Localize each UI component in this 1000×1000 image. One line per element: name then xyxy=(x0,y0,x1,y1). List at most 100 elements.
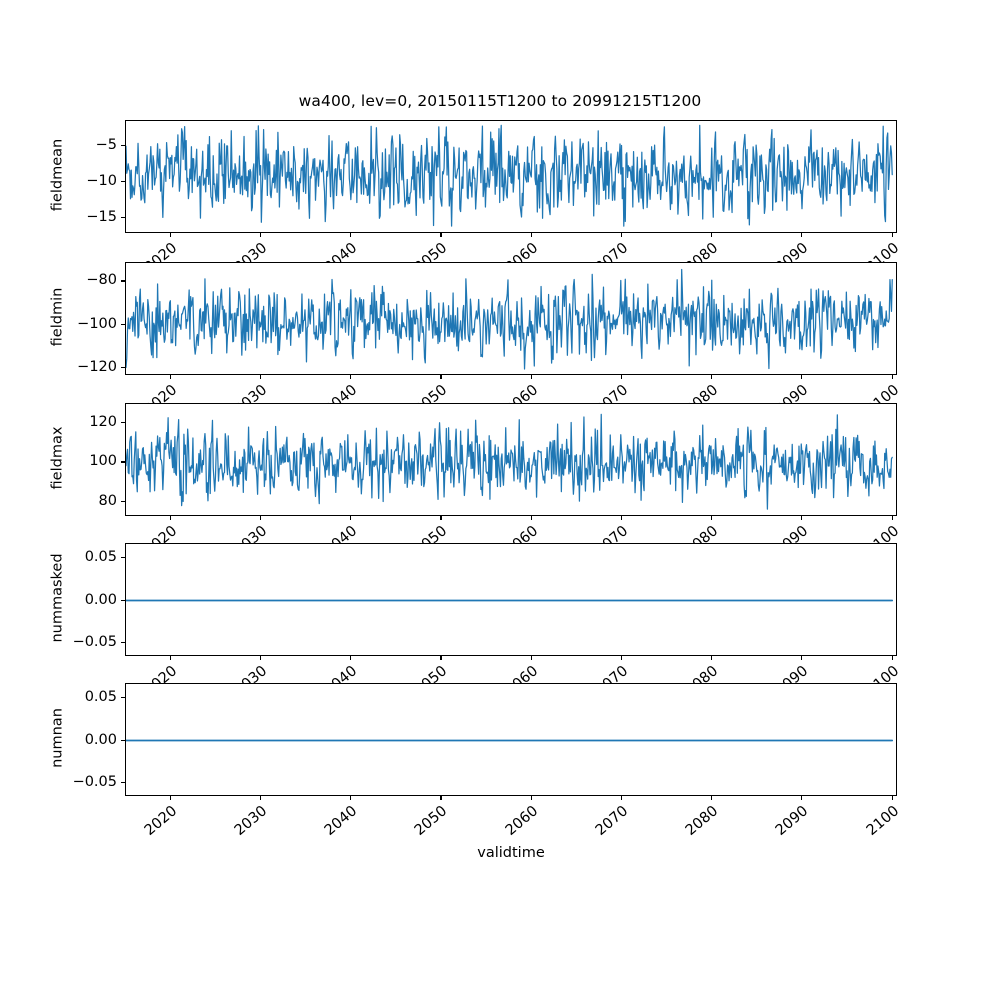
x-tick-mark xyxy=(711,796,713,801)
x-tick-label: 2080 xyxy=(682,523,722,543)
x-tick-mark xyxy=(891,233,893,238)
y-tick-mark xyxy=(120,642,125,644)
y-tick-mark xyxy=(120,323,125,326)
x-tick-label: 2090 xyxy=(773,803,812,839)
x-tick-mark xyxy=(169,516,171,521)
x-tick-mark xyxy=(620,656,622,661)
x-tick-label: 2030 xyxy=(231,382,271,403)
x-tick-mark xyxy=(711,375,713,380)
data-line-fieldmax xyxy=(126,413,893,510)
y-tick-mark xyxy=(120,739,125,741)
y-tick-mark xyxy=(120,599,125,601)
x-tick-label: 2060 xyxy=(502,240,541,262)
x-tick-label: 2070 xyxy=(592,240,632,262)
y-tick-mark xyxy=(120,217,125,219)
x-tick-mark xyxy=(350,375,352,380)
x-tick-mark xyxy=(169,375,171,380)
x-tick-label: 2020 xyxy=(141,803,181,839)
x-tick-mark xyxy=(440,656,442,661)
x-tick-mark xyxy=(711,233,713,238)
subplot-nummasked xyxy=(125,543,897,656)
x-tick-label: 2050 xyxy=(412,803,451,839)
x-tick-label: 2030 xyxy=(231,803,271,839)
x-tick-mark xyxy=(891,656,893,661)
x-tick-label: 2040 xyxy=(321,523,361,543)
x-tick-label: 2090 xyxy=(773,523,812,543)
y-tick-mark xyxy=(120,180,125,182)
y-tick-mark xyxy=(120,556,125,558)
x-tick-band: 2020 2030 2040 2050 2060 2070 2080 2090 2100 xyxy=(0,233,1000,262)
x-tick-mark xyxy=(801,656,803,661)
x-tick-mark xyxy=(530,796,532,801)
x-tick-label: 2020 xyxy=(141,663,181,683)
subplot-numnan xyxy=(125,683,897,796)
y-axis-label-fieldmax: fieldmax xyxy=(49,426,65,489)
y-tick-mark xyxy=(120,144,125,146)
y-tick-label: −15 xyxy=(86,209,117,226)
x-tick-label: 2060 xyxy=(502,382,541,403)
x-tick-mark xyxy=(440,796,442,801)
y-tick-mark xyxy=(120,280,125,282)
x-tick-mark xyxy=(530,233,532,238)
x-tick-label: 2040 xyxy=(321,663,361,683)
x-tick-band: 2020 2030 2040 2050 2060 2070 2080 2090 2100 xyxy=(0,656,1000,683)
y-tick-mark xyxy=(120,367,125,369)
x-tick-label: 2040 xyxy=(321,803,361,839)
x-tick-mark xyxy=(801,233,803,238)
x-tick-label: 2100 xyxy=(863,803,902,839)
y-tick-label: 100 xyxy=(89,453,117,470)
subplot-fieldmax xyxy=(125,403,897,516)
y-tick-mark xyxy=(120,696,125,698)
x-tick-label: 2080 xyxy=(682,240,722,262)
x-tick-mark xyxy=(440,233,442,238)
x-tick-mark xyxy=(620,796,622,801)
x-tick-mark xyxy=(891,375,893,380)
x-tick-mark xyxy=(259,233,262,238)
x-tick-mark xyxy=(350,233,352,238)
x-tick-mark xyxy=(891,516,893,521)
axes-frame xyxy=(125,543,897,656)
y-tick-label: −10 xyxy=(86,172,117,189)
x-tick-label: 2100 xyxy=(863,663,902,683)
x-tick-label: 2030 xyxy=(231,523,271,543)
x-tick-mark xyxy=(350,516,352,521)
x-tick-mark xyxy=(169,233,171,238)
y-tick-label: 0.00 xyxy=(84,731,117,748)
x-tick-label: 2090 xyxy=(773,663,812,683)
x-tick-mark xyxy=(530,516,532,521)
axes-frame xyxy=(125,120,897,233)
x-tick-mark xyxy=(440,516,442,521)
x-tick-band: 2020 2030 2040 2050 2060 2070 2080 2090 2100 xyxy=(0,375,1000,403)
y-axis-label-fieldmin: fieldmin xyxy=(49,287,65,346)
subplot-fieldmin xyxy=(125,262,897,375)
x-tick-mark xyxy=(259,516,262,521)
y-axis-label-fieldmean: fieldmean xyxy=(49,138,65,211)
x-tick-label: 2100 xyxy=(863,240,902,262)
x-tick-label: 2100 xyxy=(863,523,902,543)
x-tick-mark xyxy=(530,656,532,661)
x-tick-mark xyxy=(259,375,262,380)
x-tick-label: 2070 xyxy=(592,523,632,543)
y-tick-label: −120 xyxy=(77,359,117,376)
x-tick-label: 2080 xyxy=(682,663,722,683)
x-tick-mark xyxy=(350,656,352,661)
x-tick-label: 2050 xyxy=(412,663,451,683)
y-tick-label: 80 xyxy=(98,493,117,510)
x-tick-mark xyxy=(620,233,622,238)
x-tick-label: 2080 xyxy=(682,382,722,403)
y-tick-mark xyxy=(120,782,125,784)
axes-frame xyxy=(125,262,897,375)
x-tick-label: 2070 xyxy=(592,663,632,683)
x-tick-mark xyxy=(711,516,713,521)
x-tick-label: 2050 xyxy=(412,382,451,403)
x-tick-label: 2060 xyxy=(502,803,541,839)
x-tick-label: 2080 xyxy=(682,803,722,839)
x-tick-mark xyxy=(620,516,622,521)
x-tick-label: 2020 xyxy=(141,523,181,543)
x-tick-label: 2050 xyxy=(412,240,451,262)
y-tick-label: 0.05 xyxy=(84,548,117,565)
x-tick-mark xyxy=(530,375,532,380)
x-axis-label: validtime xyxy=(477,845,545,861)
x-tick-label: 2060 xyxy=(502,523,541,543)
